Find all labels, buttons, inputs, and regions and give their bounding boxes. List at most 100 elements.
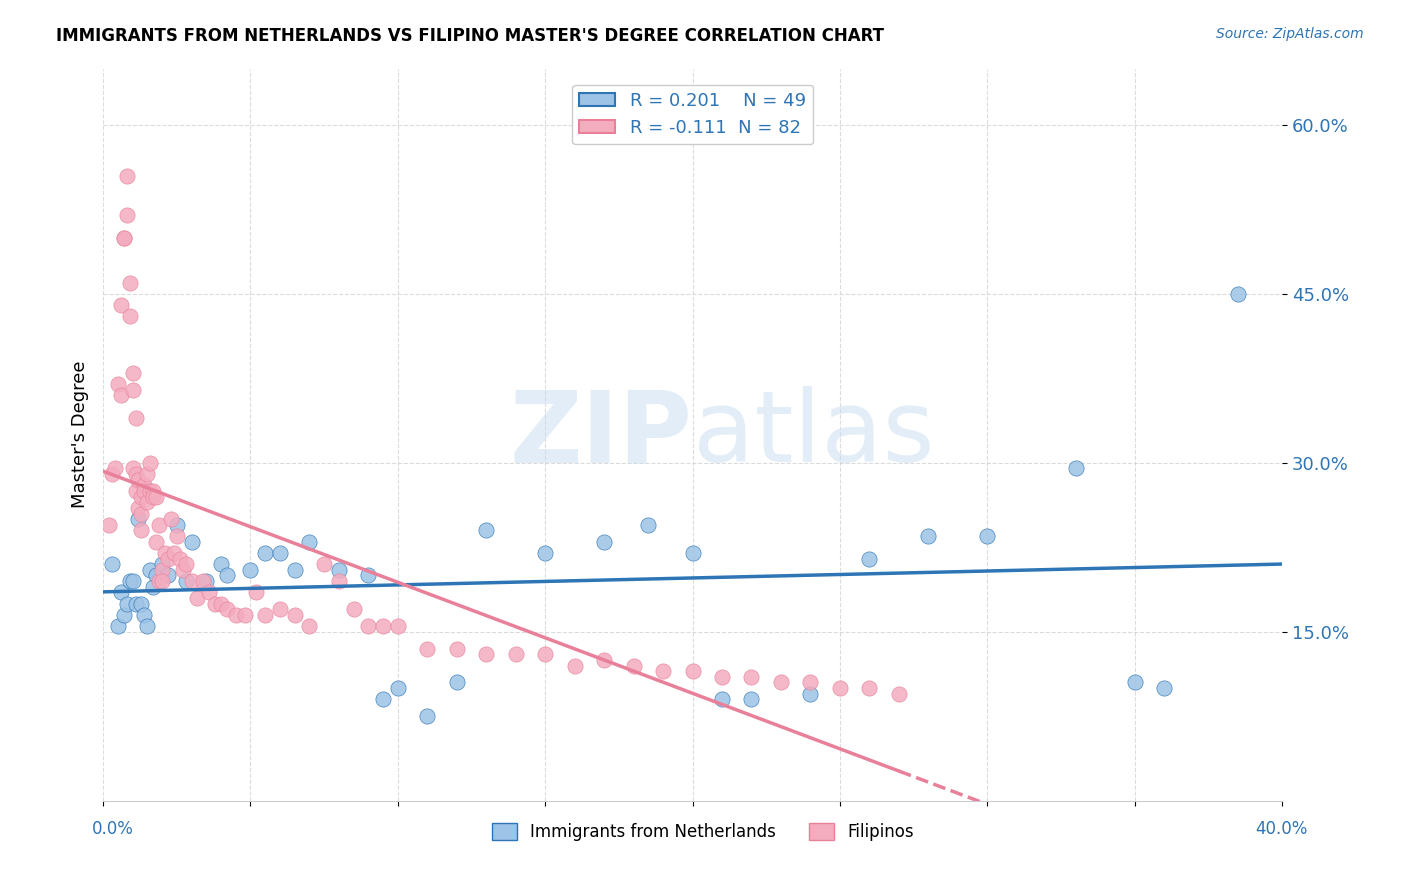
Point	[150, 574, 173, 588]
Point	[110, 298, 132, 312]
Text: IMMIGRANTS FROM NETHERLANDS VS FILIPINO MASTER'S DEGREE CORRELATION CHART: IMMIGRANTS FROM NETHERLANDS VS FILIPINO …	[56, 27, 884, 45]
Point	[711, 692, 734, 706]
Point	[148, 574, 170, 588]
Point	[134, 483, 156, 498]
Text: 40.0%: 40.0%	[1256, 820, 1308, 838]
Point	[174, 558, 197, 572]
Point	[215, 602, 238, 616]
Point	[799, 675, 821, 690]
Point	[828, 681, 851, 695]
Point	[163, 546, 186, 560]
Point	[269, 546, 291, 560]
Text: ZIP: ZIP	[510, 386, 693, 483]
Point	[564, 658, 586, 673]
Point	[128, 500, 150, 515]
Point	[150, 558, 173, 572]
Point	[195, 574, 218, 588]
Point	[139, 456, 162, 470]
Point	[98, 517, 121, 532]
Point	[623, 658, 645, 673]
Point	[131, 507, 153, 521]
Point	[239, 563, 262, 577]
Point	[118, 310, 141, 324]
Point	[110, 388, 132, 402]
Point	[124, 483, 146, 498]
Point	[534, 648, 557, 662]
Point	[107, 619, 129, 633]
Point	[416, 709, 439, 723]
Point	[1153, 681, 1175, 695]
Point	[233, 607, 256, 622]
Point	[371, 692, 394, 706]
Text: 0.0%: 0.0%	[91, 820, 134, 838]
Point	[112, 230, 135, 244]
Point	[142, 490, 165, 504]
Point	[169, 551, 191, 566]
Point	[121, 574, 143, 588]
Point	[131, 597, 153, 611]
Point	[284, 607, 307, 622]
Point	[112, 230, 135, 244]
Point	[245, 585, 267, 599]
Point	[215, 568, 238, 582]
Point	[128, 473, 150, 487]
Point	[121, 366, 143, 380]
Point	[118, 276, 141, 290]
Point	[475, 524, 498, 538]
Point	[740, 670, 762, 684]
Point	[186, 591, 208, 605]
Point	[858, 681, 880, 695]
Legend: Immigrants from Netherlands, Filipinos: Immigrants from Netherlands, Filipinos	[485, 816, 921, 848]
Point	[976, 529, 998, 543]
Point	[254, 546, 277, 560]
Point	[156, 551, 179, 566]
Text: Source: ZipAtlas.com: Source: ZipAtlas.com	[1216, 27, 1364, 41]
Point	[711, 670, 734, 684]
Point	[131, 490, 153, 504]
Point	[112, 607, 135, 622]
Point	[148, 517, 170, 532]
Point	[314, 558, 336, 572]
Y-axis label: Master's Degree: Master's Degree	[72, 361, 89, 508]
Point	[593, 653, 616, 667]
Point	[298, 619, 321, 633]
Point	[682, 546, 704, 560]
Point	[166, 529, 188, 543]
Point	[156, 568, 179, 582]
Point	[446, 675, 468, 690]
Point	[209, 597, 232, 611]
Point	[416, 641, 439, 656]
Point	[131, 524, 153, 538]
Point	[128, 512, 150, 526]
Point	[124, 467, 146, 481]
Point	[328, 574, 350, 588]
Point	[136, 619, 159, 633]
Point	[740, 692, 762, 706]
Point	[145, 534, 167, 549]
Point	[387, 681, 409, 695]
Point	[198, 585, 221, 599]
Point	[475, 648, 498, 662]
Point	[225, 607, 247, 622]
Point	[298, 534, 321, 549]
Point	[858, 551, 880, 566]
Point	[101, 558, 124, 572]
Point	[371, 619, 394, 633]
Point	[180, 534, 202, 549]
Point	[145, 490, 167, 504]
Point	[1064, 461, 1087, 475]
Point	[799, 687, 821, 701]
Point	[115, 597, 138, 611]
Point	[136, 495, 159, 509]
Point	[204, 597, 226, 611]
Point	[160, 512, 183, 526]
Point	[534, 546, 557, 560]
Point	[166, 517, 188, 532]
Point	[387, 619, 409, 633]
Point	[769, 675, 792, 690]
Point	[505, 648, 527, 662]
Point	[118, 574, 141, 588]
Point	[209, 558, 232, 572]
Point	[254, 607, 277, 622]
Point	[357, 568, 380, 582]
